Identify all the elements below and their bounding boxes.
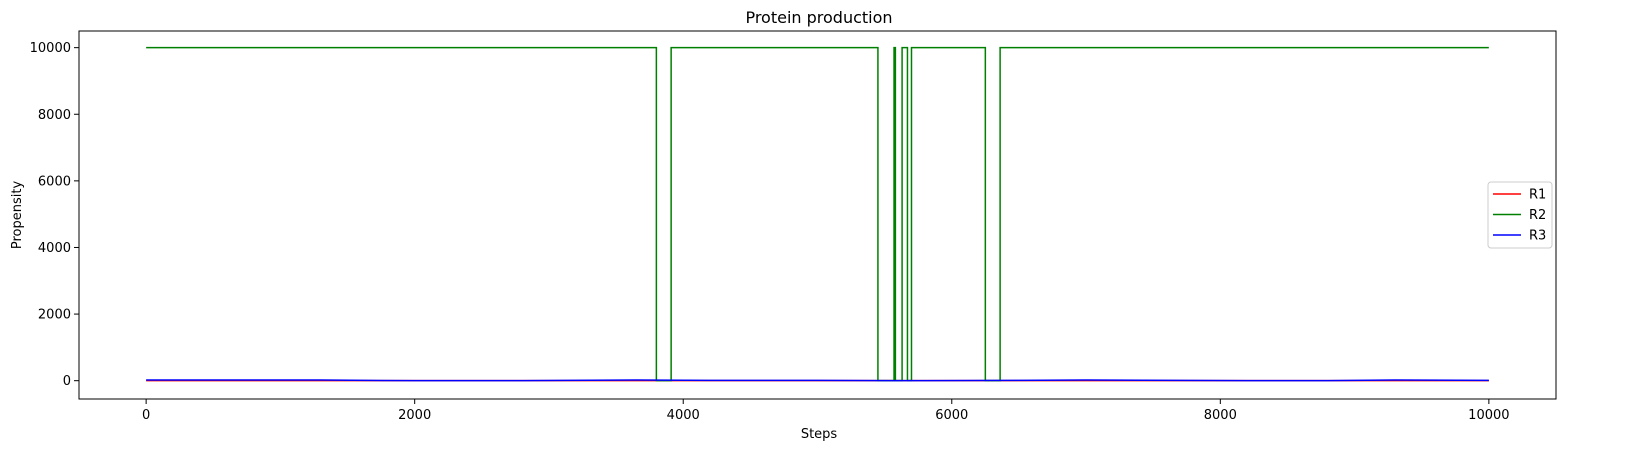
legend-label-r3: R3 bbox=[1529, 229, 1546, 244]
x-tick-label: 10000 bbox=[1468, 408, 1509, 423]
y-tick-label: 6000 bbox=[38, 174, 71, 189]
y-axis-label: Propensity bbox=[10, 181, 25, 250]
x-tick-label: 2000 bbox=[398, 408, 431, 423]
y-tick-label: 4000 bbox=[38, 241, 71, 256]
series-line-r2 bbox=[146, 46, 1489, 382]
y-tick-label: 2000 bbox=[38, 308, 71, 323]
x-tick-label: 6000 bbox=[935, 408, 968, 423]
chart-title: Protein production bbox=[745, 8, 892, 27]
y-tick-label: 8000 bbox=[38, 108, 71, 123]
series-layer bbox=[146, 46, 1489, 382]
legend-label-r2: R2 bbox=[1529, 208, 1546, 223]
x-axis-ticks: 0 2000 4000 6000 8000 10000 bbox=[142, 399, 1510, 423]
y-tick-label: 0 bbox=[63, 374, 71, 389]
x-tick-label: 0 bbox=[142, 408, 150, 423]
x-tick-label: 4000 bbox=[667, 408, 700, 423]
series-line-r3 bbox=[146, 379, 1489, 382]
y-tick-label: 10000 bbox=[30, 41, 71, 56]
legend: R1 R2 R3 bbox=[1487, 181, 1553, 249]
x-axis-label: Steps bbox=[801, 427, 838, 442]
plot-area bbox=[78, 30, 1557, 400]
legend-label-r1: R1 bbox=[1529, 188, 1546, 203]
y-axis-ticks: 0 2000 4000 6000 8000 10000 bbox=[30, 41, 79, 389]
x-tick-label: 8000 bbox=[1204, 408, 1237, 423]
